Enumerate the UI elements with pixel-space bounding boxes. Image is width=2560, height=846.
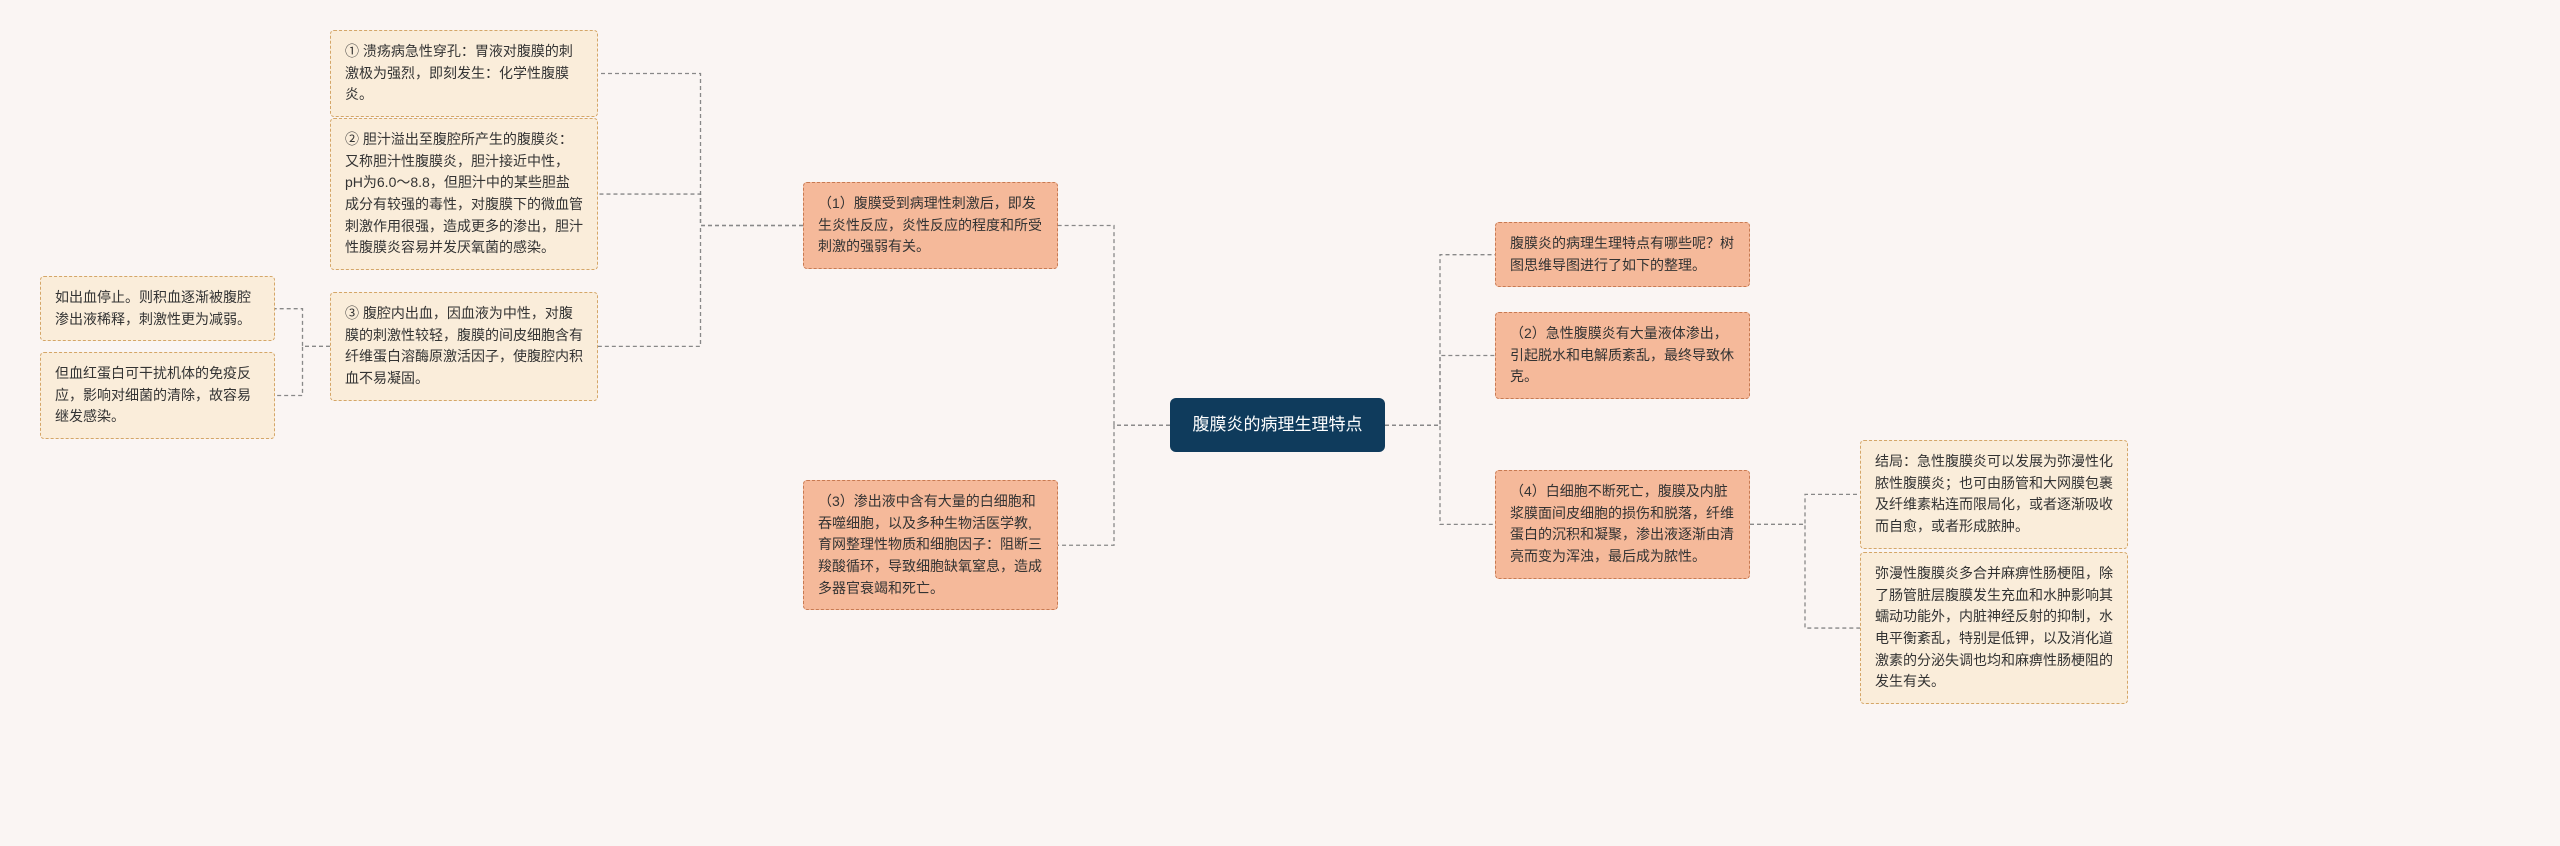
node-right-4b: 弥漫性腹膜炎多合并麻痹性肠梗阻，除了肠管脏层腹膜发生充血和水肿影响其蠕动功能外，…: [1860, 552, 2128, 704]
node-right-4a: 结局：急性腹膜炎可以发展为弥漫性化脓性腹膜炎；也可由肠管和大网膜包裹及纤维素粘连…: [1860, 440, 2128, 549]
node-left-1: （1）腹膜受到病理性刺激后，即发生炎性反应，炎性反应的程度和所受刺激的强弱有关。: [803, 182, 1058, 269]
node-left-1c: ③ 腹腔内出血，因血液为中性，对腹膜的刺激性较轻，腹膜的间皮细胞含有纤维蛋白溶酶…: [330, 292, 598, 401]
node-left-1c-ii: 但血红蛋白可干扰机体的免疫反应，影响对细菌的清除，故容易继发感染。: [40, 352, 275, 439]
node-left-3: （3）渗出液中含有大量的白细胞和吞噬细胞，以及多种生物活医学教,育网整理性物质和…: [803, 480, 1058, 610]
center-node: 腹膜炎的病理生理特点: [1170, 398, 1385, 452]
node-left-1b: ② 胆汁溢出至腹腔所产生的腹膜炎：又称胆汁性腹膜炎，胆汁接近中性，pH为6.0～…: [330, 118, 598, 270]
node-right-4: （4）白细胞不断死亡，腹膜及内脏浆膜面间皮细胞的损伤和脱落，纤维蛋白的沉积和凝聚…: [1495, 470, 1750, 579]
node-right-2: （2）急性腹膜炎有大量液体渗出，引起脱水和电解质紊乱，最终导致休克。: [1495, 312, 1750, 399]
node-right-intro: 腹膜炎的病理生理特点有哪些呢？树图思维导图进行了如下的整理。: [1495, 222, 1750, 287]
node-left-1c-i: 如出血停止。则积血逐渐被腹腔渗出液稀释，刺激性更为减弱。: [40, 276, 275, 341]
node-left-1a: ① 溃疡病急性穿孔：胃液对腹膜的刺激极为强烈，即刻发生：化学性腹膜炎。: [330, 30, 598, 117]
